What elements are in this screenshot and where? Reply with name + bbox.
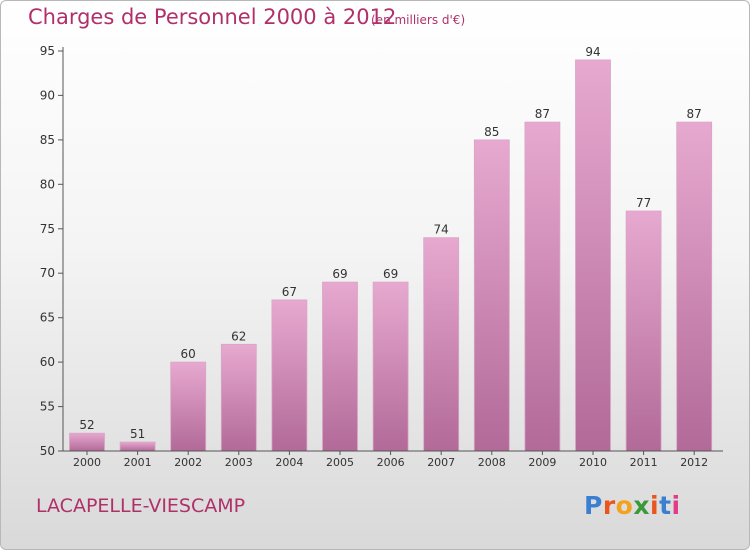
commune-name: LACAPELLE-VIESCAMP xyxy=(36,495,246,517)
x-tick-label-2012: 2012 xyxy=(680,456,708,469)
x-tick-label-2011: 2011 xyxy=(630,456,658,469)
y-tick-label-50: 50 xyxy=(40,444,55,458)
data-label-2010: 94 xyxy=(585,45,600,59)
y-tick-label-75: 75 xyxy=(40,222,55,236)
chart-title: Charges de Personnel 2000 à 2012 xyxy=(28,5,397,29)
y-tick-label-60: 60 xyxy=(40,355,55,369)
logo-letter: r xyxy=(602,491,616,520)
data-label-2005: 69 xyxy=(332,267,347,281)
y-tick-label-80: 80 xyxy=(40,177,55,191)
x-tick-label-2004: 2004 xyxy=(275,456,303,469)
bar-2010 xyxy=(575,59,611,452)
logo-letter: i xyxy=(671,491,681,520)
data-label-2011: 77 xyxy=(636,196,651,210)
bar-2008 xyxy=(473,139,510,452)
data-label-2006: 69 xyxy=(383,267,398,281)
bar-2001 xyxy=(119,441,156,452)
data-label-2004: 67 xyxy=(282,285,297,299)
data-label-2002: 60 xyxy=(181,347,196,361)
bar-2009 xyxy=(524,121,561,452)
bar-2007 xyxy=(423,237,460,452)
y-tick-label-90: 90 xyxy=(40,88,55,102)
y-tick-label-95: 95 xyxy=(40,44,55,58)
x-tick-label-2003: 2003 xyxy=(225,456,253,469)
data-label-2012: 87 xyxy=(687,107,702,121)
y-tick-label-70: 70 xyxy=(40,266,55,280)
x-tick-label-2002: 2002 xyxy=(174,456,202,469)
x-tick-label-2001: 2001 xyxy=(124,456,152,469)
data-label-2008: 85 xyxy=(484,125,499,139)
y-tick-label-55: 55 xyxy=(40,400,55,414)
x-tick-label-2010: 2010 xyxy=(579,456,607,469)
data-label-2001: 51 xyxy=(130,427,145,441)
x-tick-label-2005: 2005 xyxy=(326,456,354,469)
logo-letter: x xyxy=(633,491,650,520)
x-tick-label-2007: 2007 xyxy=(427,456,455,469)
logo-letter: P xyxy=(584,491,603,520)
logo-letter: t xyxy=(659,491,672,520)
logo-letter: i xyxy=(650,491,660,520)
logo-letter: o xyxy=(615,491,634,520)
x-tick-label-2009: 2009 xyxy=(528,456,556,469)
data-label-2000: 52 xyxy=(79,418,94,432)
bar-2004 xyxy=(271,299,308,452)
y-tick-label-65: 65 xyxy=(40,311,55,325)
x-tick-label-2008: 2008 xyxy=(478,456,506,469)
bar-2011 xyxy=(625,210,662,452)
data-label-2007: 74 xyxy=(434,223,449,237)
bar-2000 xyxy=(69,432,105,452)
y-tick-label-85: 85 xyxy=(40,133,55,147)
data-label-2003: 62 xyxy=(231,329,246,343)
proxiti-logo: Proxiti xyxy=(584,491,681,520)
x-tick-label-2006: 2006 xyxy=(377,456,405,469)
x-tick-label-2000: 2000 xyxy=(73,456,101,469)
bar-2002 xyxy=(170,361,207,452)
data-label-2009: 87 xyxy=(535,107,550,121)
bar-2006 xyxy=(372,281,409,452)
bar-2012 xyxy=(676,121,713,452)
chart-subtitle: (en milliers d'€) xyxy=(371,13,466,27)
bar-2005 xyxy=(322,281,358,452)
bar-2003 xyxy=(220,343,257,452)
